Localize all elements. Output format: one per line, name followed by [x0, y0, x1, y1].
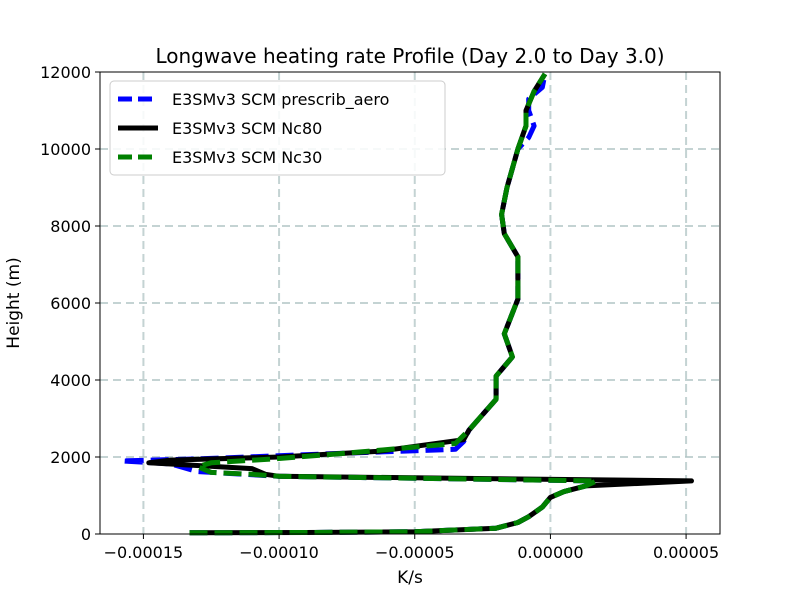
y-tick-label: 0 [81, 525, 91, 544]
chart-title: Longwave heating rate Profile (Day 2.0 t… [155, 44, 664, 68]
x-tick-label: −0.00005 [375, 543, 455, 562]
x-axis-ticks: −0.00015 −0.00010 −0.00005 0.00000 0.00005 [104, 534, 719, 562]
x-tick-label: −0.00010 [239, 543, 319, 562]
series-line-nc30 [189, 72, 599, 536]
x-axis-label: K/s [397, 568, 423, 588]
y-tick-label: 10000 [40, 140, 91, 159]
series-layer [119, 72, 694, 536]
y-tick-label: 12000 [40, 63, 91, 82]
legend-label-nc30: E3SMv3 SCM Nc30 [172, 148, 322, 167]
y-tick-label: 2000 [50, 448, 91, 467]
x-tick-label: 0.00005 [653, 543, 719, 562]
y-axis-ticks: 0 2000 4000 6000 8000 10000 12000 [40, 63, 100, 544]
legend-box [109, 80, 446, 176]
legend-label-nc80: E3SMv3 SCM Nc80 [172, 119, 322, 138]
y-axis-label: Height (m) [4, 257, 24, 348]
legend-label-prescrib-aero: E3SMv3 SCM prescrib_aero [172, 90, 389, 110]
y-tick-label: 4000 [50, 371, 91, 390]
x-tick-label: −0.00015 [104, 543, 184, 562]
legend: E3SMv3 SCM prescrib_aero E3SMv3 SCM Nc80… [109, 80, 446, 176]
y-tick-label: 6000 [50, 294, 91, 313]
y-tick-label: 8000 [50, 217, 91, 236]
x-tick-label: 0.00000 [517, 543, 583, 562]
